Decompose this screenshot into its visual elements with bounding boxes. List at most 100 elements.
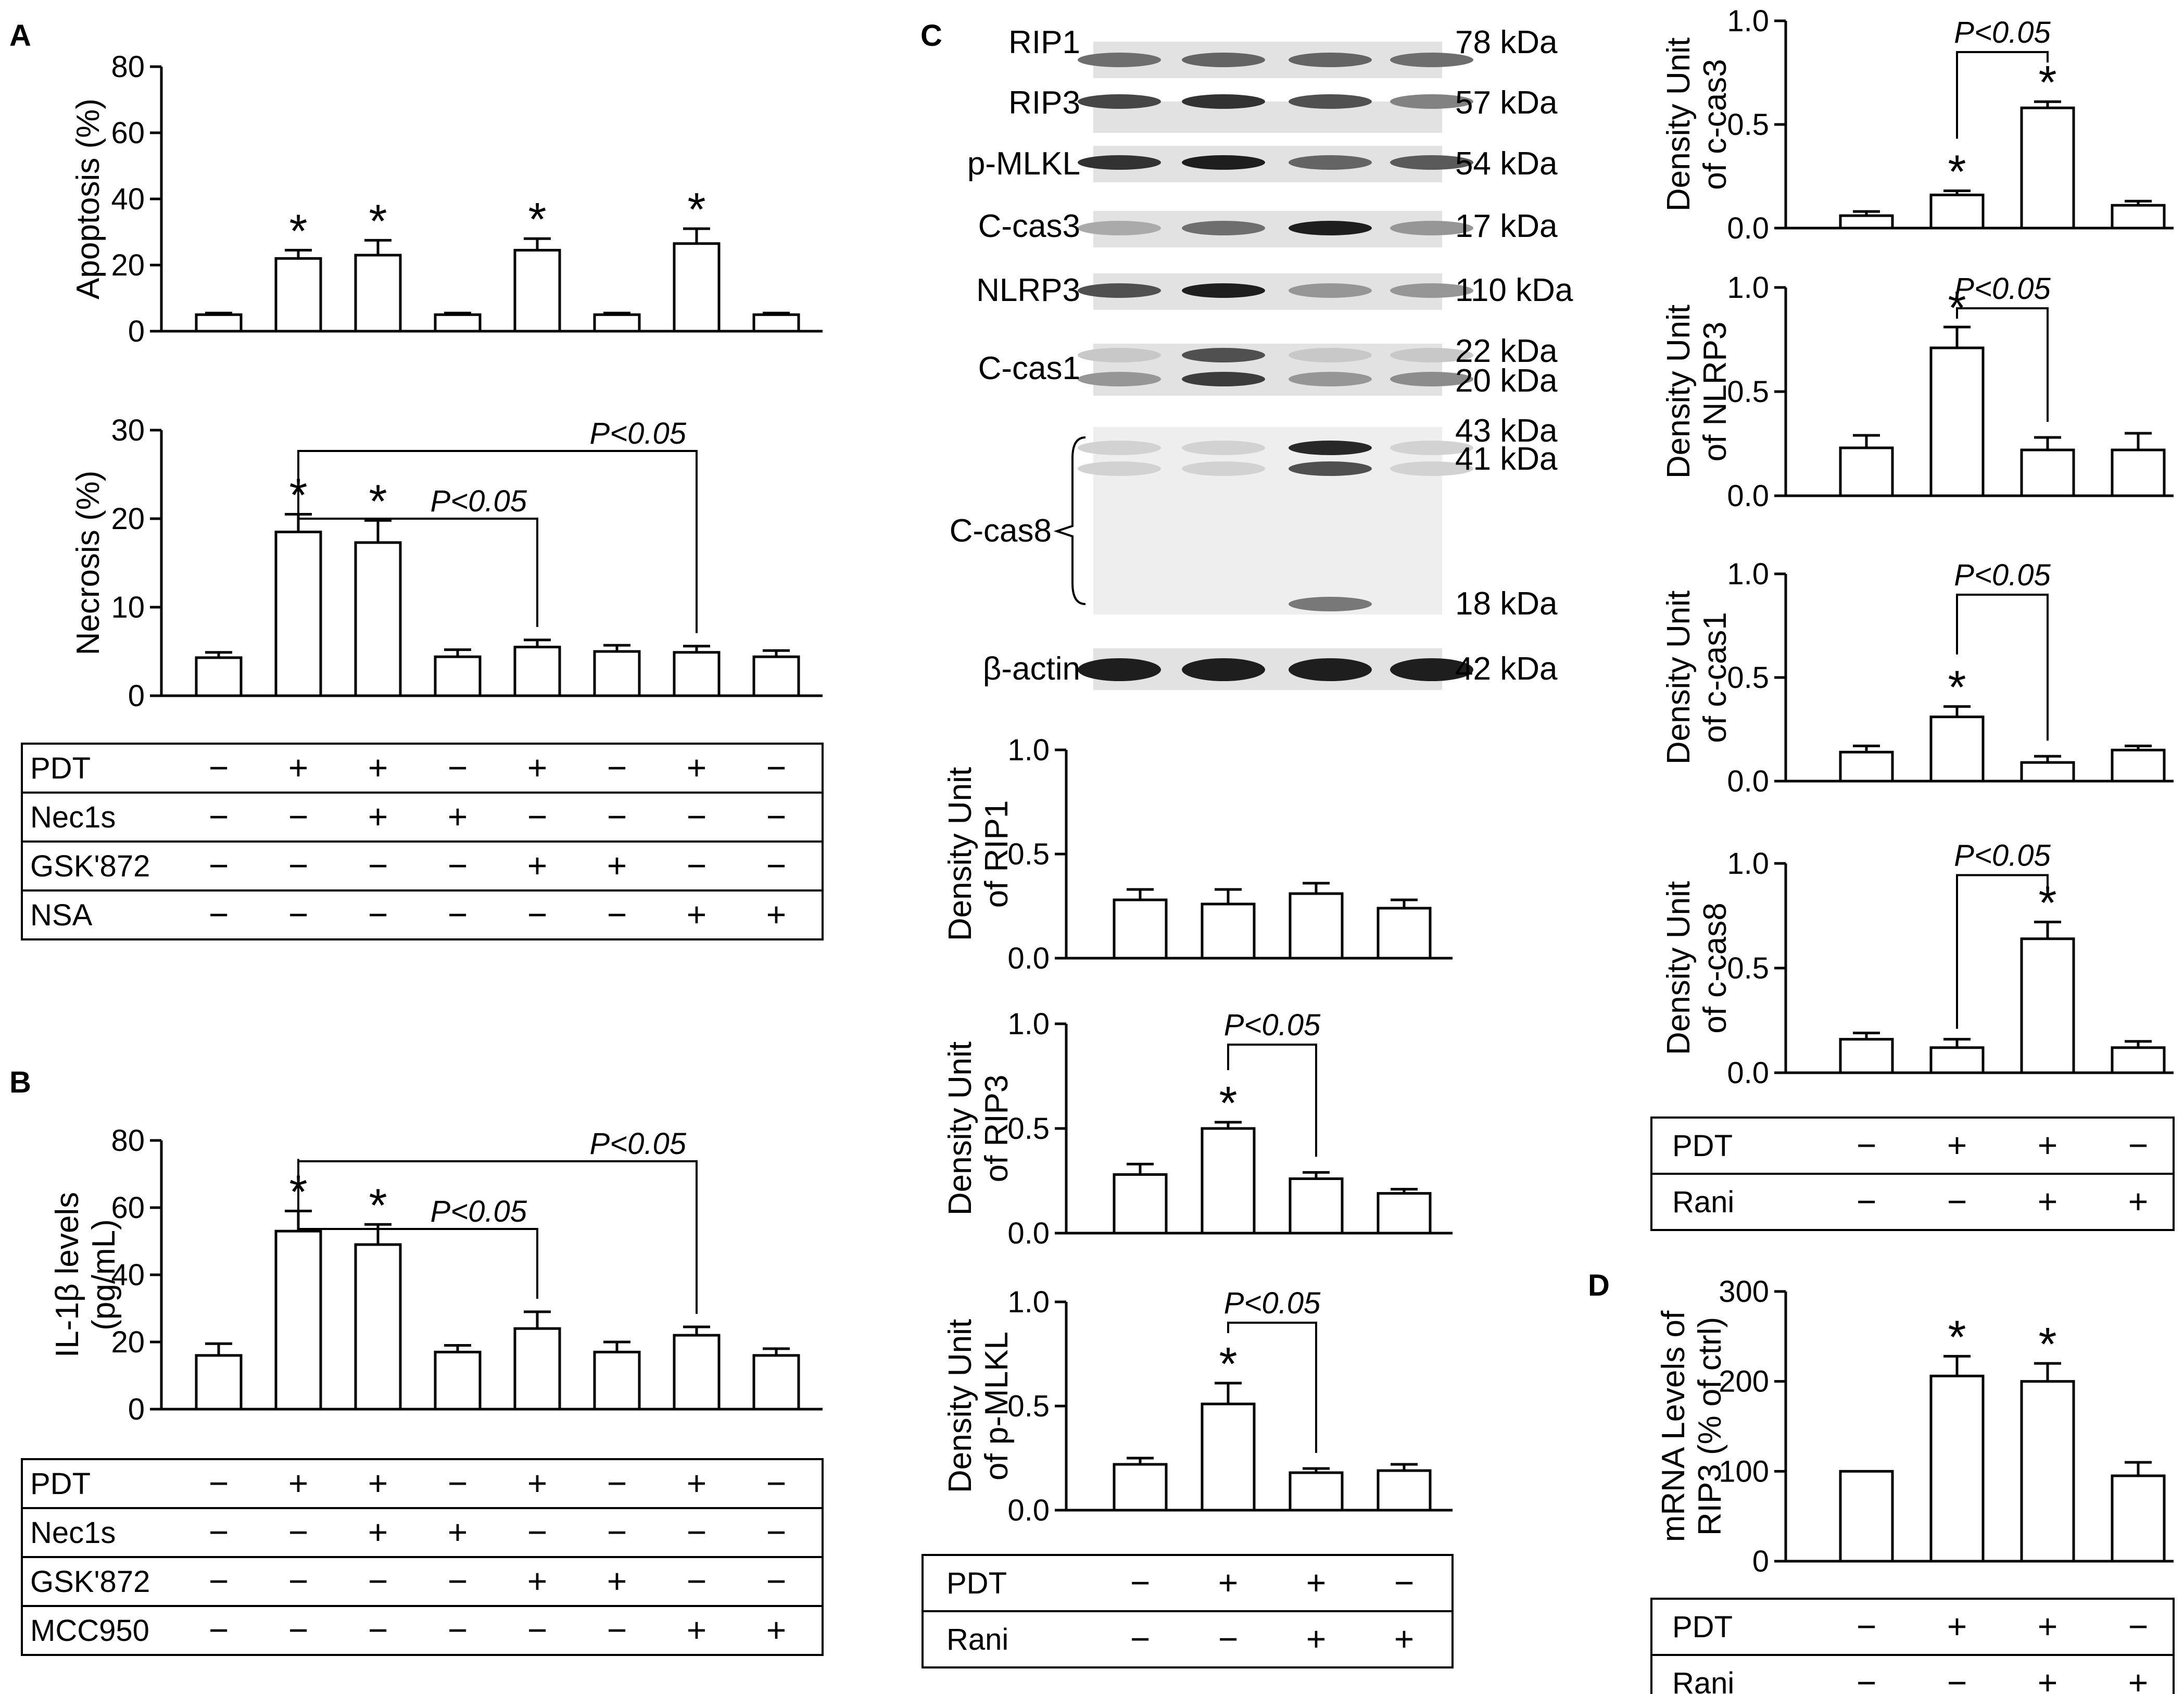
chart-C-rip1: 0.0 0.5 1.0 Density Unit of RIP1 [942,733,1453,975]
p-value-label: P<0.05 [590,417,687,450]
blot-band [1078,348,1161,362]
treatment-sign: − [368,1562,388,1600]
blot-protein-label: C-cas1 [978,350,1080,386]
bar [1929,1046,1985,1074]
treatment-sign: + [687,748,707,787]
treatment-sign: − [368,1611,388,1649]
bar [752,1354,800,1411]
y-axis-label: of c-cas3 [1697,59,1733,190]
bar [1929,193,1985,230]
blot-protein-label: RIP3 [1008,85,1080,121]
blot-band [1078,94,1161,109]
bar [673,242,721,333]
treatment-sign: + [2038,1182,2058,1221]
blot-row-rip1: RIP1 78 kDa [1008,24,1558,78]
treatment-sign: − [1130,1620,1151,1658]
treatment-sign: + [1218,1563,1239,1602]
y-tick-label: 30 [111,413,145,447]
bar [1201,902,1256,960]
p-value-label: P<0.05 [1224,1286,1321,1320]
y-tick-label: 20 [111,1325,145,1359]
bar [752,313,800,333]
blot-band [1289,283,1372,298]
bar [1377,1469,1432,1512]
significance-star: * [369,475,387,528]
treatment-sign: + [687,1611,707,1649]
blot-band [1078,461,1161,476]
blot-band [1289,658,1372,681]
treatment-sign: − [607,797,627,836]
significance-star: * [687,184,705,236]
bar [752,655,800,697]
y-tick-label: 0.5 [1007,1389,1050,1423]
treatment-sign: − [687,1513,707,1551]
treatment-sign: − [1857,1663,1877,1694]
blot-band [1182,221,1265,235]
bar [1113,1463,1168,1512]
treatment-sign: − [766,846,787,885]
treatment-sign: + [527,748,548,787]
bracket-brace [1053,436,1086,605]
blot-protein-label: p-MLKL [967,146,1080,182]
panel-letter-d: D [1588,1269,1610,1302]
treatment-label: PDT [946,1566,1007,1600]
bar [593,313,641,333]
treatment-sign: − [766,797,787,836]
bar [354,254,402,333]
treatment-sign: + [1394,1620,1415,1658]
blot-band [1289,348,1372,362]
treatment-sign: + [1947,1607,1967,1646]
bar [513,646,561,697]
treatment-sign: + [2038,1607,2058,1646]
y-tick-label: 1.0 [1007,1285,1050,1319]
y-axis-label: Density Unit [1661,305,1697,479]
treatment-sign: − [288,1513,309,1551]
y-tick-label: 0.0 [1727,1056,1769,1090]
bar [1929,1374,1985,1563]
treatment-label: PDT [30,751,91,785]
y-tick-label: 1.0 [1727,557,1769,591]
bar [673,1334,721,1411]
treatment-label: NSA [30,898,93,932]
significance-star: * [2038,57,2056,109]
blot-band [1182,658,1265,681]
blot-row-nlrp3: NLRP3 110 kDa [976,272,1573,310]
bar [274,531,322,697]
comparison-bracket [1956,874,2049,1029]
y-tick-label: 0.0 [1007,1494,1050,1527]
y-tick-label: 0.5 [1727,108,1769,142]
significance-star: * [1948,662,1966,714]
y-axis-label: of NLRP3 [1697,322,1733,462]
bar [1113,898,1168,960]
comparison-bracket [1227,1044,1317,1157]
blot-kda-label: 18 kDa [1455,586,1558,622]
treatment-sign: − [2128,1607,2149,1646]
y-axis-label: Apoptosis (%) [70,98,106,299]
treatment-sign: + [607,846,627,885]
p-value-label: P<0.05 [431,484,527,518]
treatment-sign: − [766,1562,787,1600]
blot-row-ccas3: C-cas3 17 kDa [978,208,1558,247]
treatment-sign: − [209,846,229,885]
bar [1289,892,1344,960]
bar [1377,1192,1432,1235]
comparison-bracket [297,462,538,627]
panel-letter-a: A [9,19,31,53]
treatment-sign: − [448,1464,468,1502]
blot-band [1390,658,1473,681]
blot-kda-label: 20 kDa [1455,363,1558,399]
treatment-sign: − [1394,1563,1415,1602]
bar [1839,214,1894,230]
blot-row-pmlkl: p-MLKL 54 kDa [967,146,1558,182]
blot-kda-label: 22 kDa [1455,333,1558,369]
bar [434,655,482,697]
treatment-sign: − [687,846,707,885]
treatment-sign: − [209,1562,229,1600]
bar [434,1350,482,1411]
y-tick-label: 1.0 [1727,271,1769,305]
blot-band [1289,221,1372,235]
blot-band [1182,53,1265,67]
significance-star: * [1219,1338,1237,1390]
bar [2111,748,2166,783]
